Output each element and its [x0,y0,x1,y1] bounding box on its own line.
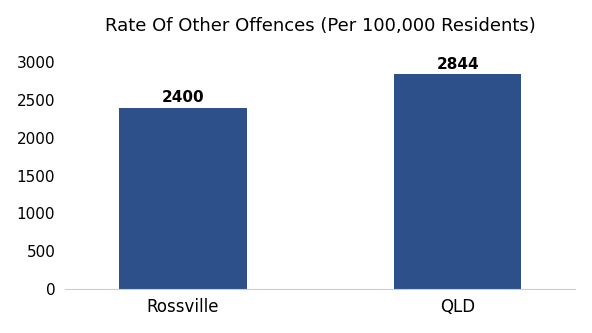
Text: 2844: 2844 [436,57,479,72]
Bar [394,74,522,289]
Text: 2400: 2400 [162,90,204,105]
Title: Rate Of Other Offences (Per 100,000 Residents): Rate Of Other Offences (Per 100,000 Resi… [105,17,536,35]
Bar [119,108,247,289]
